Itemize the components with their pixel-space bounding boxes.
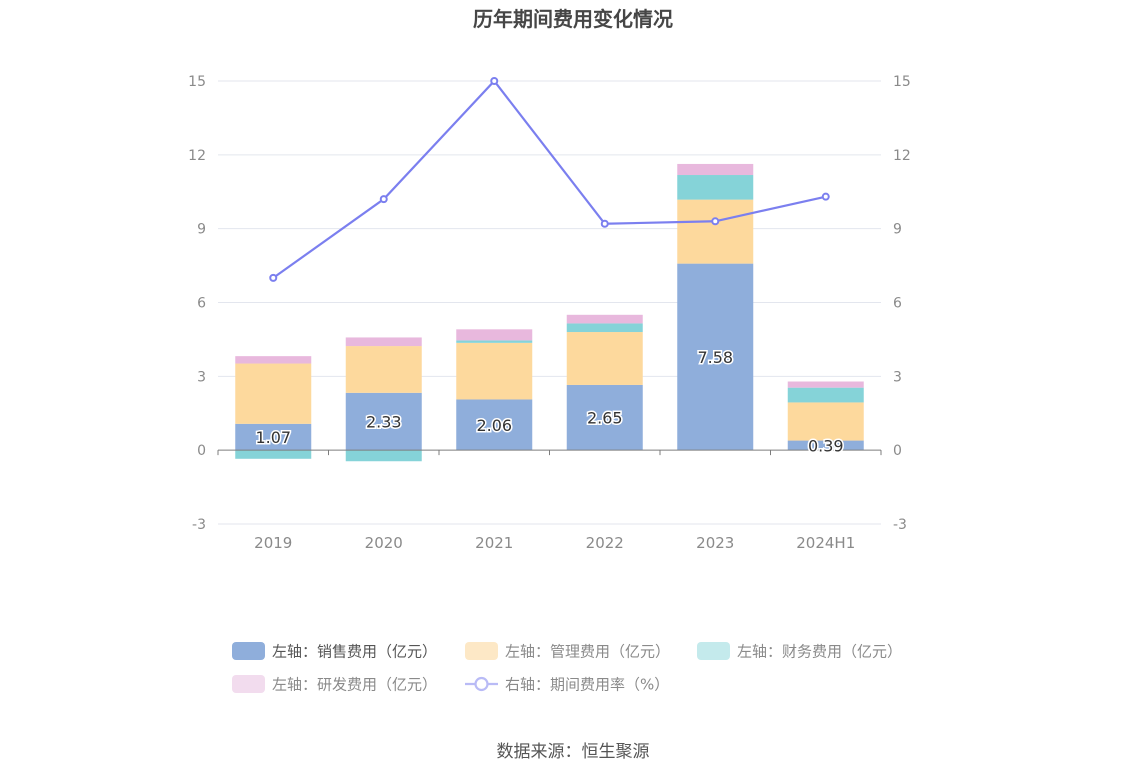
chart-title: 历年期间费用变化情况 (473, 7, 673, 31)
y-left-tick-label: 3 (197, 369, 206, 385)
legend-label: 左轴：研发费用（亿元） (272, 676, 437, 694)
y-left-tick-label: -3 (192, 517, 206, 533)
bar-data-label: 1.07 (255, 428, 291, 447)
legend-item: 左轴：财务费用（亿元） (697, 642, 902, 661)
bar-segment (677, 263, 754, 451)
rate-point (490, 77, 499, 85)
x-tick-label: 2022 (586, 534, 624, 552)
bar-segment (235, 363, 312, 424)
bar-segment (345, 337, 422, 347)
bar-segment (677, 175, 754, 200)
y-left-tick-label: 12 (188, 148, 206, 164)
legend-item: 左轴：销售费用（亿元） (232, 642, 437, 661)
data-source: 数据来源：恒生聚源 (497, 742, 650, 762)
x-tick-labels: 2019 2020 2021 2022 2023 2024H1 (254, 534, 855, 552)
y-left-tick-label: 6 (197, 296, 206, 312)
y-right-tick-label: -3 (893, 517, 907, 533)
bar-data-label: 2.33 (366, 412, 402, 431)
x-tick-label: 2020 (365, 534, 403, 552)
legend-label: 左轴：管理费用（亿元） (505, 643, 670, 661)
grid-lines (218, 80, 881, 525)
legend-swatch (465, 642, 498, 660)
legend-label: 左轴：销售费用（亿元） (272, 643, 437, 661)
x-tick-label: 2023 (696, 534, 734, 552)
y-right-tick-label: 0 (893, 443, 902, 459)
y-right-tick-label: 12 (893, 148, 911, 164)
rate-point (821, 192, 830, 201)
y-left-tick-label: 0 (197, 443, 206, 459)
data-labels: 1.07 2.33 2.06 2.65 7.58 0.39 (254, 346, 845, 456)
rate-line-path (272, 79, 826, 279)
rate-line (269, 77, 830, 282)
bar-segment (456, 329, 533, 341)
bar-segment (677, 199, 754, 264)
bar-segment (566, 314, 643, 324)
rate-point (269, 273, 278, 282)
legend-item: 右轴：期间费用率（%） (465, 676, 669, 694)
bar-segment (566, 384, 643, 451)
bar-segment (235, 356, 312, 364)
rate-point (600, 219, 609, 228)
legend: 左轴：销售费用（亿元） 左轴：管理费用（亿元） 左轴：财务费用（亿元） 左轴：研发费用… (232, 642, 902, 694)
bar-data-label: 0.39 (808, 436, 844, 455)
bar-segment (456, 342, 533, 400)
x-tick-label: 2019 (254, 534, 292, 552)
bar-data-label: 2.65 (587, 409, 623, 428)
x-tick-label: 2024H1 (796, 534, 855, 552)
legend-swatch (232, 675, 265, 693)
rate-point (379, 195, 388, 204)
legend-swatch (232, 642, 265, 660)
y-left-tick-label: 15 (188, 74, 206, 90)
y-right-tick-label: 3 (893, 369, 902, 385)
bar-segment (456, 340, 533, 343)
bar-segment (345, 346, 422, 393)
bar-segment (345, 392, 422, 451)
bar-segment (345, 450, 422, 462)
bar-segment (235, 450, 312, 459)
x-tick-label: 2021 (475, 534, 513, 552)
bar-segment (787, 440, 864, 451)
rate-point (711, 217, 720, 226)
bar-segment (677, 163, 754, 176)
bars (235, 163, 864, 462)
legend-swatch (697, 642, 730, 660)
bar-data-label: 7.58 (697, 348, 733, 367)
y-left-tick-label: 9 (197, 222, 206, 238)
bar-segment (787, 381, 864, 388)
legend-label: 右轴：期间费用率（%） (505, 676, 669, 694)
bar-segment (787, 387, 864, 403)
legend-item: 左轴：研发费用（亿元） (232, 675, 437, 694)
y-right-tick-label: 9 (893, 222, 902, 238)
y-axis-right: -3 0 3 6 9 12 15 (893, 74, 911, 533)
bar-data-label: 2.06 (476, 416, 512, 435)
bar-segment (456, 399, 533, 451)
bar-segment (787, 402, 864, 441)
y-right-tick-label: 15 (893, 74, 911, 90)
bar-segment (566, 323, 643, 333)
x-axis (217, 449, 882, 456)
y-axis-left: -3 0 3 6 9 12 15 (188, 74, 206, 533)
legend-item: 左轴：管理费用（亿元） (465, 642, 670, 661)
y-right-tick-label: 6 (893, 296, 902, 312)
legend-line-marker (474, 676, 489, 692)
legend-label: 左轴：财务费用（亿元） (737, 643, 902, 661)
bar-segment (566, 332, 643, 385)
bar-segment (235, 423, 312, 451)
